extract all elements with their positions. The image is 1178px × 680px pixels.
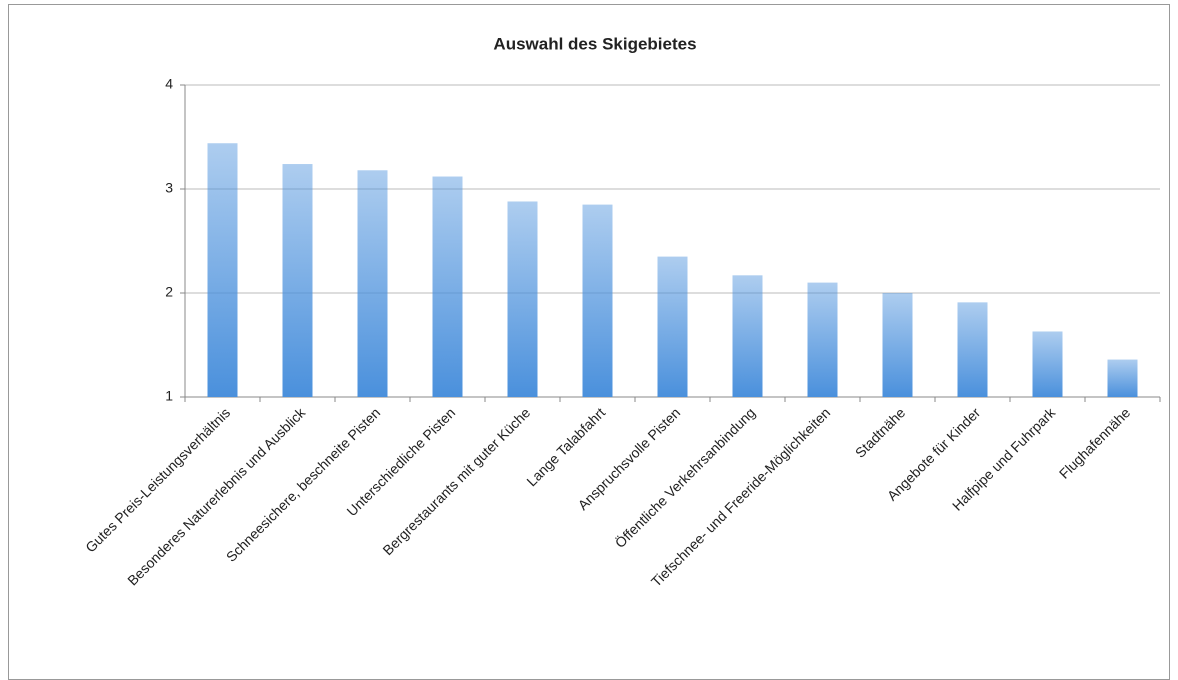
x-tick-label: Öffentliche Verkehrsanbindung (611, 404, 758, 551)
x-tick-label: Gutes Preis-Leistungsverhältnis (82, 404, 233, 555)
bar (582, 204, 613, 397)
y-tick-label: 3 (165, 180, 173, 196)
x-tick-label: Flughafennähe (1056, 404, 1134, 482)
bar (732, 275, 763, 397)
y-tick-label: 4 (165, 76, 173, 92)
x-tick-label: Lange Talabfahrt (523, 404, 608, 489)
chart-title: Auswahl des Skigebietes (493, 34, 696, 53)
bar (882, 293, 913, 397)
bar (432, 176, 463, 397)
x-tick-label: Stadtnähe (852, 404, 909, 461)
bar (957, 302, 988, 397)
bar (1107, 359, 1138, 397)
bar (282, 164, 313, 397)
bar (357, 170, 388, 397)
bar (1032, 331, 1063, 397)
bar (657, 256, 688, 397)
y-tick-label: 2 (165, 284, 173, 300)
x-tick-label: Bergrestaurants mit guter Küche (379, 404, 533, 558)
bar (507, 201, 538, 397)
bar (807, 282, 838, 397)
x-tick-label: Schneesichere, beschneite Pisten (223, 404, 383, 564)
y-tick-label: 1 (165, 388, 173, 404)
bar (207, 143, 238, 397)
